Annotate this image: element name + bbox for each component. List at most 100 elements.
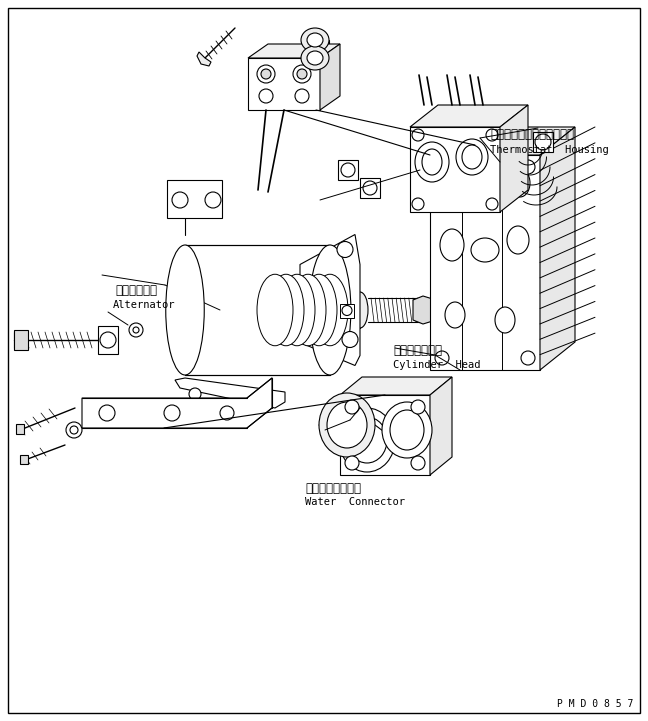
Polygon shape — [430, 127, 575, 155]
Circle shape — [164, 405, 180, 421]
Ellipse shape — [415, 142, 449, 182]
Text: P M D 0 8 5 7: P M D 0 8 5 7 — [557, 699, 633, 709]
Text: ウォータコネクタ: ウォータコネクタ — [305, 482, 361, 495]
Circle shape — [412, 129, 424, 141]
Ellipse shape — [301, 46, 329, 70]
Ellipse shape — [390, 410, 424, 450]
Circle shape — [297, 69, 307, 79]
Circle shape — [295, 89, 309, 103]
Polygon shape — [248, 44, 340, 58]
Ellipse shape — [462, 145, 482, 169]
Ellipse shape — [339, 408, 395, 472]
Circle shape — [129, 323, 143, 337]
Text: シリンダヘッド: シリンダヘッド — [393, 343, 442, 356]
Circle shape — [521, 351, 535, 365]
Ellipse shape — [422, 149, 442, 175]
Polygon shape — [500, 105, 528, 212]
Ellipse shape — [456, 139, 488, 175]
Circle shape — [205, 192, 221, 208]
Circle shape — [521, 160, 535, 174]
Bar — [325, 292, 360, 328]
Circle shape — [411, 400, 425, 414]
Ellipse shape — [382, 402, 432, 458]
Text: Cylinder  Head: Cylinder Head — [393, 360, 481, 370]
Circle shape — [486, 198, 498, 210]
Polygon shape — [320, 44, 340, 110]
Bar — [430, 155, 540, 370]
Circle shape — [435, 351, 449, 365]
Bar — [360, 178, 380, 198]
Circle shape — [342, 306, 352, 316]
Bar — [338, 160, 358, 180]
Bar — [410, 127, 500, 212]
Ellipse shape — [279, 274, 315, 346]
Circle shape — [133, 327, 139, 333]
Polygon shape — [430, 377, 452, 475]
Circle shape — [337, 242, 353, 257]
Ellipse shape — [436, 167, 464, 203]
Circle shape — [257, 65, 275, 83]
Polygon shape — [14, 330, 28, 350]
Circle shape — [435, 160, 449, 174]
Polygon shape — [16, 424, 24, 434]
Circle shape — [261, 69, 271, 79]
Bar — [98, 326, 118, 354]
Circle shape — [411, 456, 425, 470]
Ellipse shape — [347, 417, 387, 463]
Ellipse shape — [309, 245, 351, 375]
Circle shape — [244, 400, 256, 412]
Circle shape — [345, 456, 359, 470]
Bar — [340, 304, 354, 317]
Circle shape — [345, 400, 359, 414]
Polygon shape — [300, 234, 360, 366]
Ellipse shape — [166, 245, 204, 375]
Ellipse shape — [268, 274, 304, 346]
Circle shape — [535, 134, 551, 150]
Circle shape — [363, 181, 377, 195]
Ellipse shape — [290, 274, 326, 346]
Text: オルタネータ: オルタネータ — [115, 283, 157, 296]
Polygon shape — [197, 52, 211, 66]
Circle shape — [189, 388, 201, 400]
Ellipse shape — [307, 33, 323, 47]
Text: Water  Connector: Water Connector — [305, 497, 405, 507]
Polygon shape — [82, 378, 272, 428]
Ellipse shape — [440, 229, 464, 261]
Ellipse shape — [319, 393, 375, 457]
Circle shape — [99, 405, 115, 421]
Circle shape — [66, 422, 82, 438]
Circle shape — [341, 163, 355, 177]
Ellipse shape — [352, 292, 368, 328]
Circle shape — [342, 332, 358, 348]
Ellipse shape — [301, 274, 337, 346]
Polygon shape — [410, 105, 528, 127]
Ellipse shape — [327, 402, 367, 448]
Bar — [248, 58, 320, 110]
Circle shape — [172, 192, 188, 208]
Ellipse shape — [307, 51, 323, 65]
Ellipse shape — [445, 302, 465, 328]
Circle shape — [293, 65, 311, 83]
Ellipse shape — [507, 226, 529, 254]
Ellipse shape — [510, 169, 530, 197]
Text: Alternator: Alternator — [113, 300, 176, 310]
Polygon shape — [20, 455, 28, 464]
Circle shape — [100, 332, 116, 348]
Polygon shape — [413, 296, 436, 324]
Circle shape — [259, 89, 273, 103]
Ellipse shape — [469, 165, 501, 189]
Circle shape — [220, 406, 234, 420]
Ellipse shape — [257, 274, 293, 346]
Bar — [533, 132, 553, 152]
Bar — [340, 395, 430, 475]
Ellipse shape — [301, 28, 329, 52]
Polygon shape — [340, 377, 452, 395]
Text: サーモスタットハウシング: サーモスタットハウシング — [490, 128, 574, 141]
Bar — [185, 245, 330, 375]
Polygon shape — [175, 378, 285, 408]
Ellipse shape — [312, 274, 348, 346]
Bar — [301, 40, 329, 58]
Circle shape — [486, 129, 498, 141]
Bar — [167, 180, 222, 218]
Ellipse shape — [471, 238, 499, 262]
